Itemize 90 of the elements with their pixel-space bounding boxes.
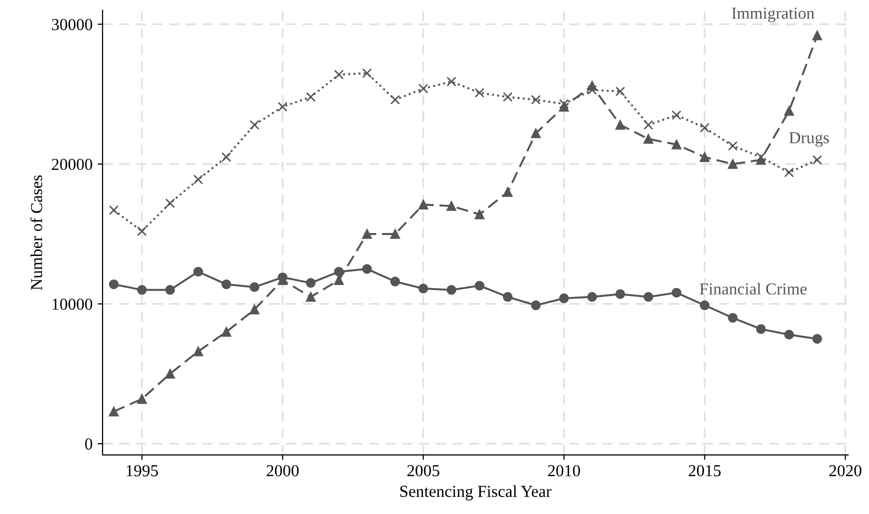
point [530, 94, 541, 105]
point [390, 276, 400, 286]
point [278, 102, 288, 112]
point [474, 210, 484, 220]
y-axis-title: Number of Cases [30, 175, 42, 290]
x-tick-label: 2000 [266, 465, 299, 476]
point [221, 326, 232, 337]
point [418, 84, 428, 94]
point [362, 264, 372, 274]
point [165, 198, 175, 208]
point [418, 284, 428, 294]
point [728, 159, 738, 169]
point [587, 292, 597, 302]
y-tick-label: 30000 [52, 18, 92, 30]
x-tick-label: 2020 [829, 465, 862, 476]
point [502, 292, 513, 302]
point [700, 300, 710, 310]
y-tick-label: 10000 [52, 298, 92, 310]
point [615, 86, 626, 96]
y-tick-label: 20000 [52, 158, 92, 170]
point [644, 134, 654, 144]
point [644, 120, 654, 130]
point [756, 324, 766, 334]
point [418, 200, 428, 210]
point [502, 92, 513, 102]
point [530, 300, 541, 310]
point [784, 168, 794, 178]
point [306, 278, 316, 288]
series-label: Immigration [732, 8, 814, 22]
point [784, 330, 794, 340]
point [221, 279, 232, 290]
point [108, 279, 119, 290]
point [137, 285, 147, 295]
point [137, 226, 147, 236]
point [165, 285, 175, 295]
point [728, 141, 738, 151]
point [530, 128, 541, 138]
point [756, 155, 766, 165]
point [812, 30, 822, 40]
point [362, 68, 372, 78]
point [193, 174, 204, 184]
point [165, 368, 175, 379]
point [672, 140, 682, 150]
point [250, 304, 260, 314]
point [108, 406, 119, 416]
point [502, 187, 513, 197]
x-tick-label: 2010 [548, 465, 580, 476]
point [334, 70, 344, 80]
point [193, 266, 204, 277]
point [221, 152, 232, 162]
point [278, 272, 288, 282]
point [193, 346, 204, 356]
point [615, 120, 626, 130]
point [334, 266, 344, 277]
point [250, 282, 260, 292]
point [108, 205, 119, 216]
point [334, 275, 344, 285]
point [446, 285, 456, 295]
point [587, 80, 597, 91]
point [390, 229, 400, 239]
point [728, 313, 738, 323]
x-tick-label: 1995 [126, 465, 158, 476]
point [559, 102, 569, 112]
point [559, 293, 569, 304]
point [672, 288, 682, 298]
point [362, 229, 372, 239]
point [306, 92, 316, 102]
point [812, 334, 822, 344]
point [812, 155, 822, 165]
y-tick-label: 0 [85, 438, 92, 450]
point [700, 152, 710, 162]
x-tick-label: 2005 [407, 465, 440, 476]
point [644, 292, 654, 302]
point [446, 201, 456, 211]
point [306, 292, 316, 302]
point [137, 394, 147, 404]
point [559, 99, 569, 109]
point [700, 122, 710, 133]
point [446, 76, 456, 86]
point [390, 94, 400, 105]
x-axis-title: Sentencing Fiscal Year [400, 485, 552, 500]
point [784, 106, 794, 116]
x-tick-label: 2015 [688, 465, 721, 476]
point [474, 280, 484, 291]
point [474, 88, 484, 98]
point [250, 120, 260, 130]
series-label: Financial Crime [700, 282, 807, 295]
series-label: Drugs [789, 132, 829, 147]
point [672, 110, 682, 120]
point [615, 289, 626, 299]
